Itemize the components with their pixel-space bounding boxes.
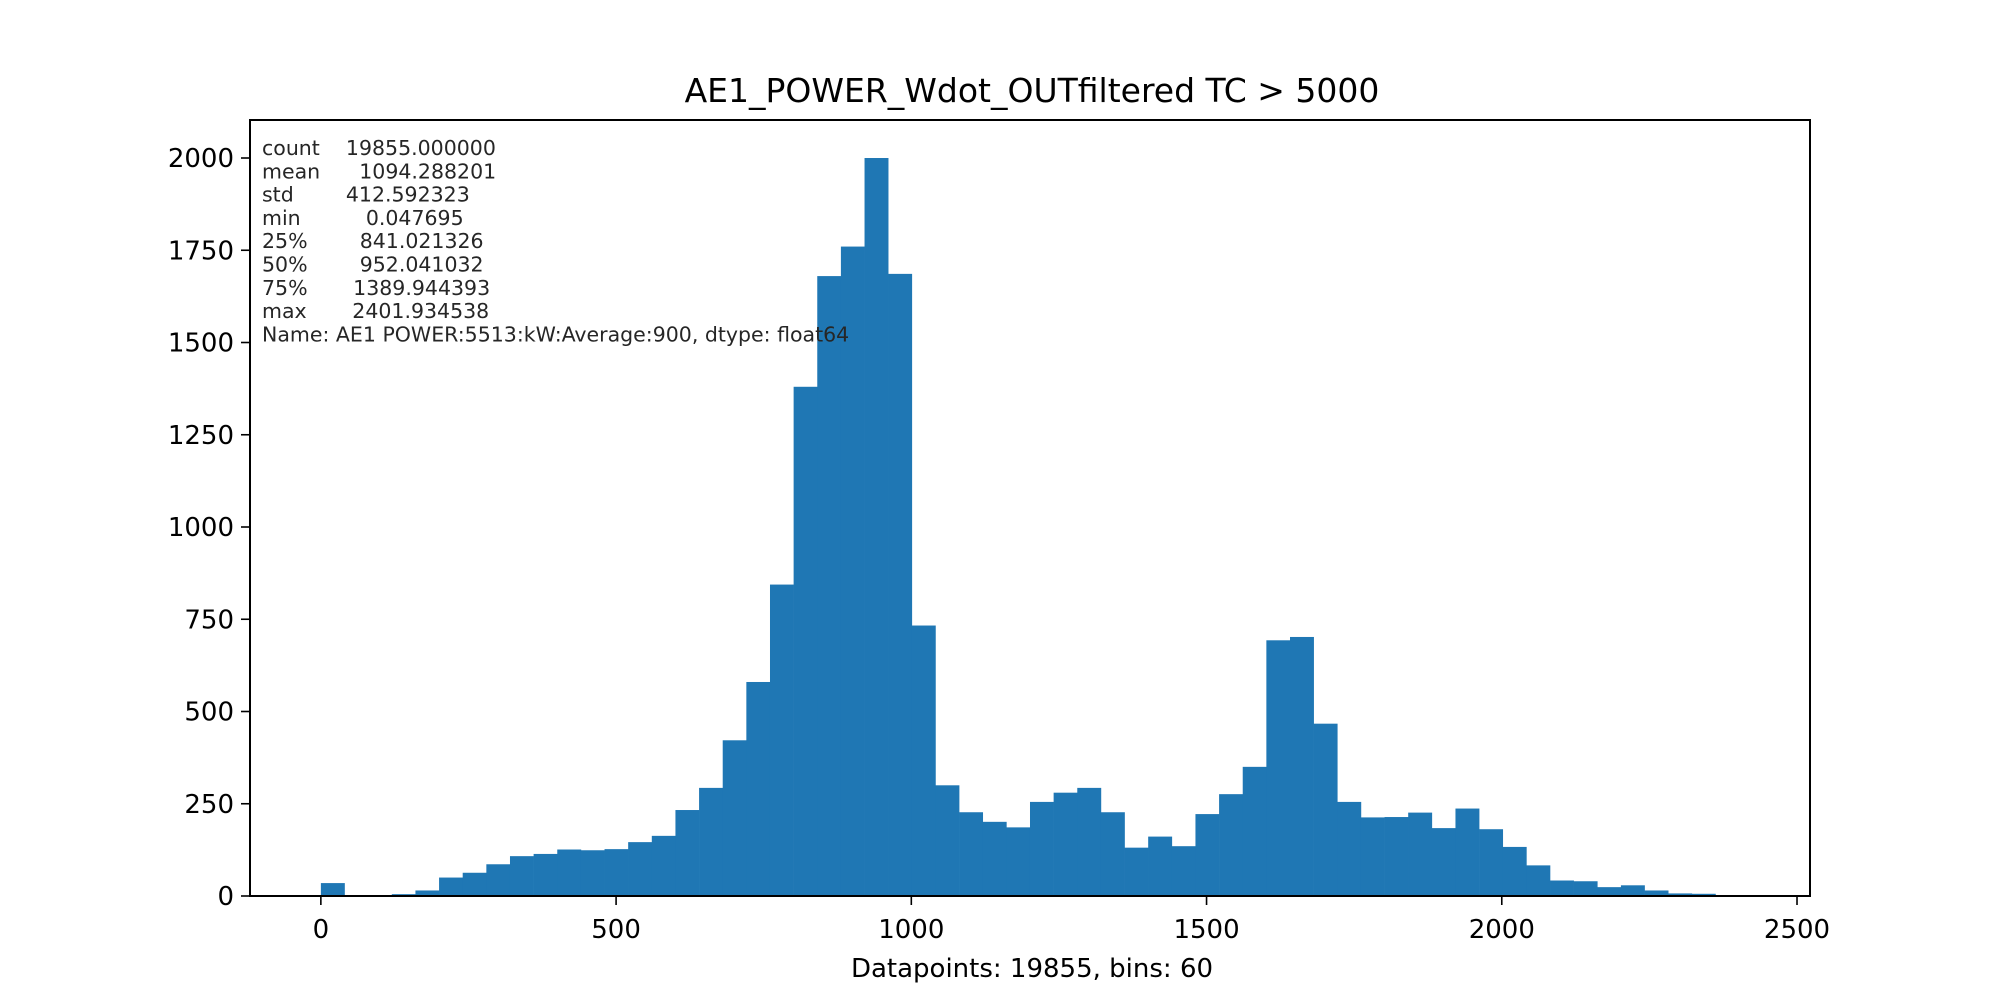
histogram-bar bbox=[1219, 794, 1244, 896]
histogram-bar bbox=[1479, 829, 1504, 896]
histogram-bar bbox=[1313, 723, 1338, 896]
histogram-bar bbox=[1431, 828, 1456, 896]
histogram-bar bbox=[320, 883, 345, 896]
histogram-bar bbox=[675, 810, 700, 896]
histogram-bar bbox=[557, 849, 582, 896]
x-axis: 0 500 1000 1500 2000 2500 bbox=[313, 896, 1830, 945]
histogram-bar bbox=[1408, 812, 1433, 896]
histogram-bar bbox=[1384, 817, 1409, 896]
histogram-bar bbox=[486, 864, 511, 896]
x-tick-label: 1500 bbox=[1173, 915, 1239, 945]
histogram-bar bbox=[604, 849, 629, 896]
histogram-bar bbox=[722, 740, 747, 896]
histogram-bar bbox=[1691, 893, 1716, 896]
histogram-bar bbox=[1171, 846, 1196, 896]
histogram-bar bbox=[793, 386, 818, 896]
histogram-bar bbox=[462, 872, 487, 896]
histogram-bar bbox=[1029, 801, 1054, 896]
stats-line: min 0.047695 bbox=[262, 206, 464, 230]
histogram-bar bbox=[1455, 808, 1480, 896]
histogram-bar bbox=[533, 853, 558, 896]
stats-line: std 412.592323 bbox=[262, 183, 470, 207]
y-tick-label: 0 bbox=[217, 882, 234, 912]
histogram-bar bbox=[1242, 766, 1267, 896]
histogram-bar bbox=[1573, 881, 1598, 896]
x-tick-label: 1000 bbox=[878, 915, 944, 945]
histogram-bar bbox=[769, 584, 794, 896]
y-tick-label: 1750 bbox=[168, 236, 234, 266]
y-tick-label: 250 bbox=[184, 790, 234, 820]
histogram-bar bbox=[1124, 847, 1149, 896]
stats-line: 75% 1389.944393 bbox=[262, 276, 490, 300]
histogram-bar bbox=[1006, 827, 1031, 896]
histogram-bar bbox=[1668, 893, 1693, 896]
histogram-bar bbox=[1597, 887, 1622, 896]
histogram-bar bbox=[509, 856, 534, 896]
chart-title: AE1_POWER_Wdot_OUTfiltered TC > 5000 bbox=[685, 71, 1380, 110]
histogram-bar bbox=[1148, 836, 1173, 896]
histogram-bar bbox=[1337, 801, 1362, 896]
histogram-bar bbox=[651, 835, 676, 896]
histogram-bar bbox=[1502, 846, 1527, 896]
histogram-bar bbox=[1550, 880, 1574, 896]
histogram-bar bbox=[1053, 792, 1078, 896]
stats-line: 25% 841.021326 bbox=[262, 229, 484, 253]
histogram-bar bbox=[439, 877, 464, 896]
histogram-bar bbox=[580, 850, 605, 896]
stats-line: mean 1094.288201 bbox=[262, 159, 496, 183]
histogram-bar bbox=[1290, 636, 1314, 896]
y-axis: 0 250 500 750 1000 1250 1500 1750 2000 bbox=[168, 144, 250, 912]
stats-line: 50% 952.041032 bbox=[262, 253, 484, 277]
histogram-bar bbox=[1077, 787, 1102, 896]
histogram-bar bbox=[1360, 817, 1385, 896]
histogram-bar bbox=[1644, 890, 1669, 896]
histogram-bar bbox=[935, 785, 960, 896]
x-tick-label: 0 bbox=[313, 915, 330, 945]
histogram-bar bbox=[1526, 865, 1551, 896]
histogram-bar bbox=[1266, 640, 1291, 896]
x-tick-label: 500 bbox=[591, 915, 641, 945]
histogram-bar bbox=[746, 681, 771, 896]
histogram-bar bbox=[1620, 885, 1645, 896]
histogram-bar bbox=[864, 158, 889, 896]
bars-group bbox=[320, 158, 1716, 897]
y-tick-label: 1000 bbox=[168, 513, 234, 543]
histogram-bar bbox=[817, 276, 842, 897]
y-tick-label: 750 bbox=[184, 605, 234, 635]
y-tick-label: 500 bbox=[184, 698, 234, 728]
histogram-bar bbox=[1195, 814, 1220, 896]
histogram-bar bbox=[911, 625, 936, 896]
x-axis-label: Datapoints: 19855, bins: 60 bbox=[851, 954, 1213, 984]
stats-line: Name: AE1 POWER:5513:kW:Average:900, dty… bbox=[262, 322, 849, 346]
plot-frame bbox=[249, 119, 1811, 897]
histogram-bar bbox=[699, 787, 724, 896]
histogram-bar bbox=[982, 821, 1007, 896]
histogram-bar bbox=[415, 890, 440, 896]
histogram-bar bbox=[1100, 812, 1125, 896]
histogram-bar bbox=[888, 273, 913, 897]
histogram-bar bbox=[840, 246, 865, 896]
y-tick-label: 1250 bbox=[168, 421, 234, 451]
y-tick-label: 1500 bbox=[168, 329, 234, 359]
y-tick-label: 2000 bbox=[168, 144, 234, 174]
x-tick-label: 2500 bbox=[1764, 915, 1830, 945]
stats-line: max 2401.934538 bbox=[262, 299, 489, 323]
x-tick-label: 2000 bbox=[1469, 915, 1535, 945]
histogram-bar bbox=[959, 812, 984, 896]
stats-line: count 19855.000000 bbox=[262, 136, 496, 160]
histogram-bar bbox=[628, 842, 653, 896]
